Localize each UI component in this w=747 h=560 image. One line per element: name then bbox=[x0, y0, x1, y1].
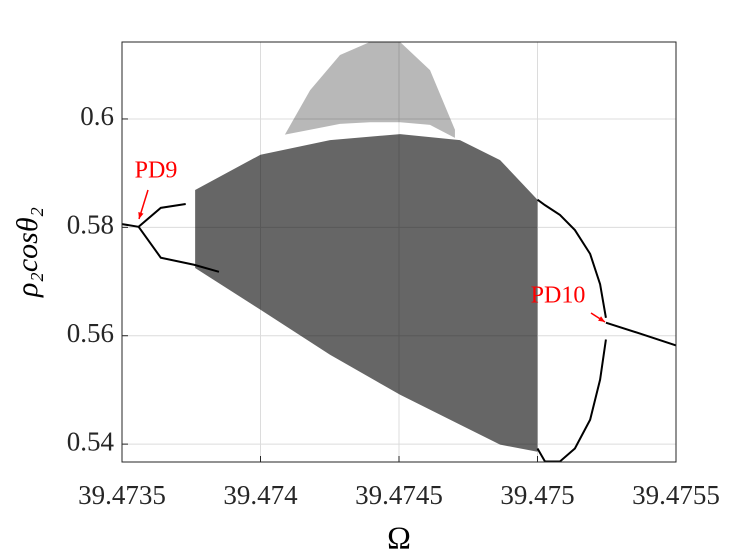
y-tick-label: 0.54 bbox=[67, 426, 115, 456]
chaotic-band bbox=[195, 134, 538, 452]
arrow-head bbox=[138, 212, 144, 219]
chaotic-band bbox=[284, 42, 455, 138]
y-axis-label: ρ₂cosθ₂ bbox=[11, 207, 44, 298]
branch-line bbox=[536, 198, 607, 319]
y-tick-label: 0.56 bbox=[67, 318, 114, 348]
x-axis-label: Ω bbox=[387, 519, 411, 555]
x-tick-label: 39.475 bbox=[500, 480, 574, 510]
y-tick-label: 0.6 bbox=[80, 101, 114, 131]
x-tick-label: 39.4735 bbox=[78, 480, 166, 510]
annotation: PD10 bbox=[531, 283, 586, 309]
y-tick-label: 0.58 bbox=[67, 210, 114, 240]
branch-line bbox=[122, 223, 139, 228]
branch-line bbox=[137, 203, 186, 228]
arrow-head bbox=[598, 316, 605, 322]
branch-line bbox=[137, 226, 220, 273]
x-tick-label: 39.4755 bbox=[632, 480, 720, 510]
x-tick-label: 39.474 bbox=[223, 480, 298, 510]
branch-line bbox=[605, 321, 676, 347]
annotation: PD9 bbox=[135, 158, 178, 184]
branch-line bbox=[536, 339, 607, 462]
x-tick-label: 39.4745 bbox=[355, 480, 443, 510]
axes-frame bbox=[121, 41, 677, 463]
